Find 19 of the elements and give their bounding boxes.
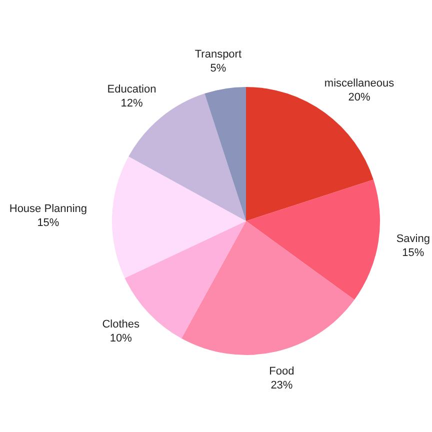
slice-label: Education bbox=[107, 84, 156, 96]
slice-label: House Planning bbox=[9, 202, 88, 215]
slice-label: miscellaneous bbox=[324, 77, 395, 90]
slice-label: Food bbox=[269, 366, 294, 378]
data-label: 23% bbox=[270, 380, 293, 392]
slice-label: Clothes bbox=[102, 318, 140, 330]
pie-slice bbox=[112, 156, 246, 278]
slice-label: Transport bbox=[194, 48, 242, 61]
pie-slice bbox=[246, 180, 380, 300]
data-label: 15% bbox=[402, 247, 424, 260]
slice-label: Saving bbox=[396, 233, 430, 246]
data-label: 20% bbox=[348, 91, 370, 104]
data-label: 10% bbox=[110, 332, 132, 344]
pie-slice bbox=[246, 87, 374, 221]
data-label: 5% bbox=[210, 62, 226, 75]
pie-slice bbox=[204, 87, 246, 221]
pie-slice bbox=[181, 221, 354, 355]
data-label: 12% bbox=[120, 98, 143, 110]
data-label: 15% bbox=[37, 216, 60, 229]
